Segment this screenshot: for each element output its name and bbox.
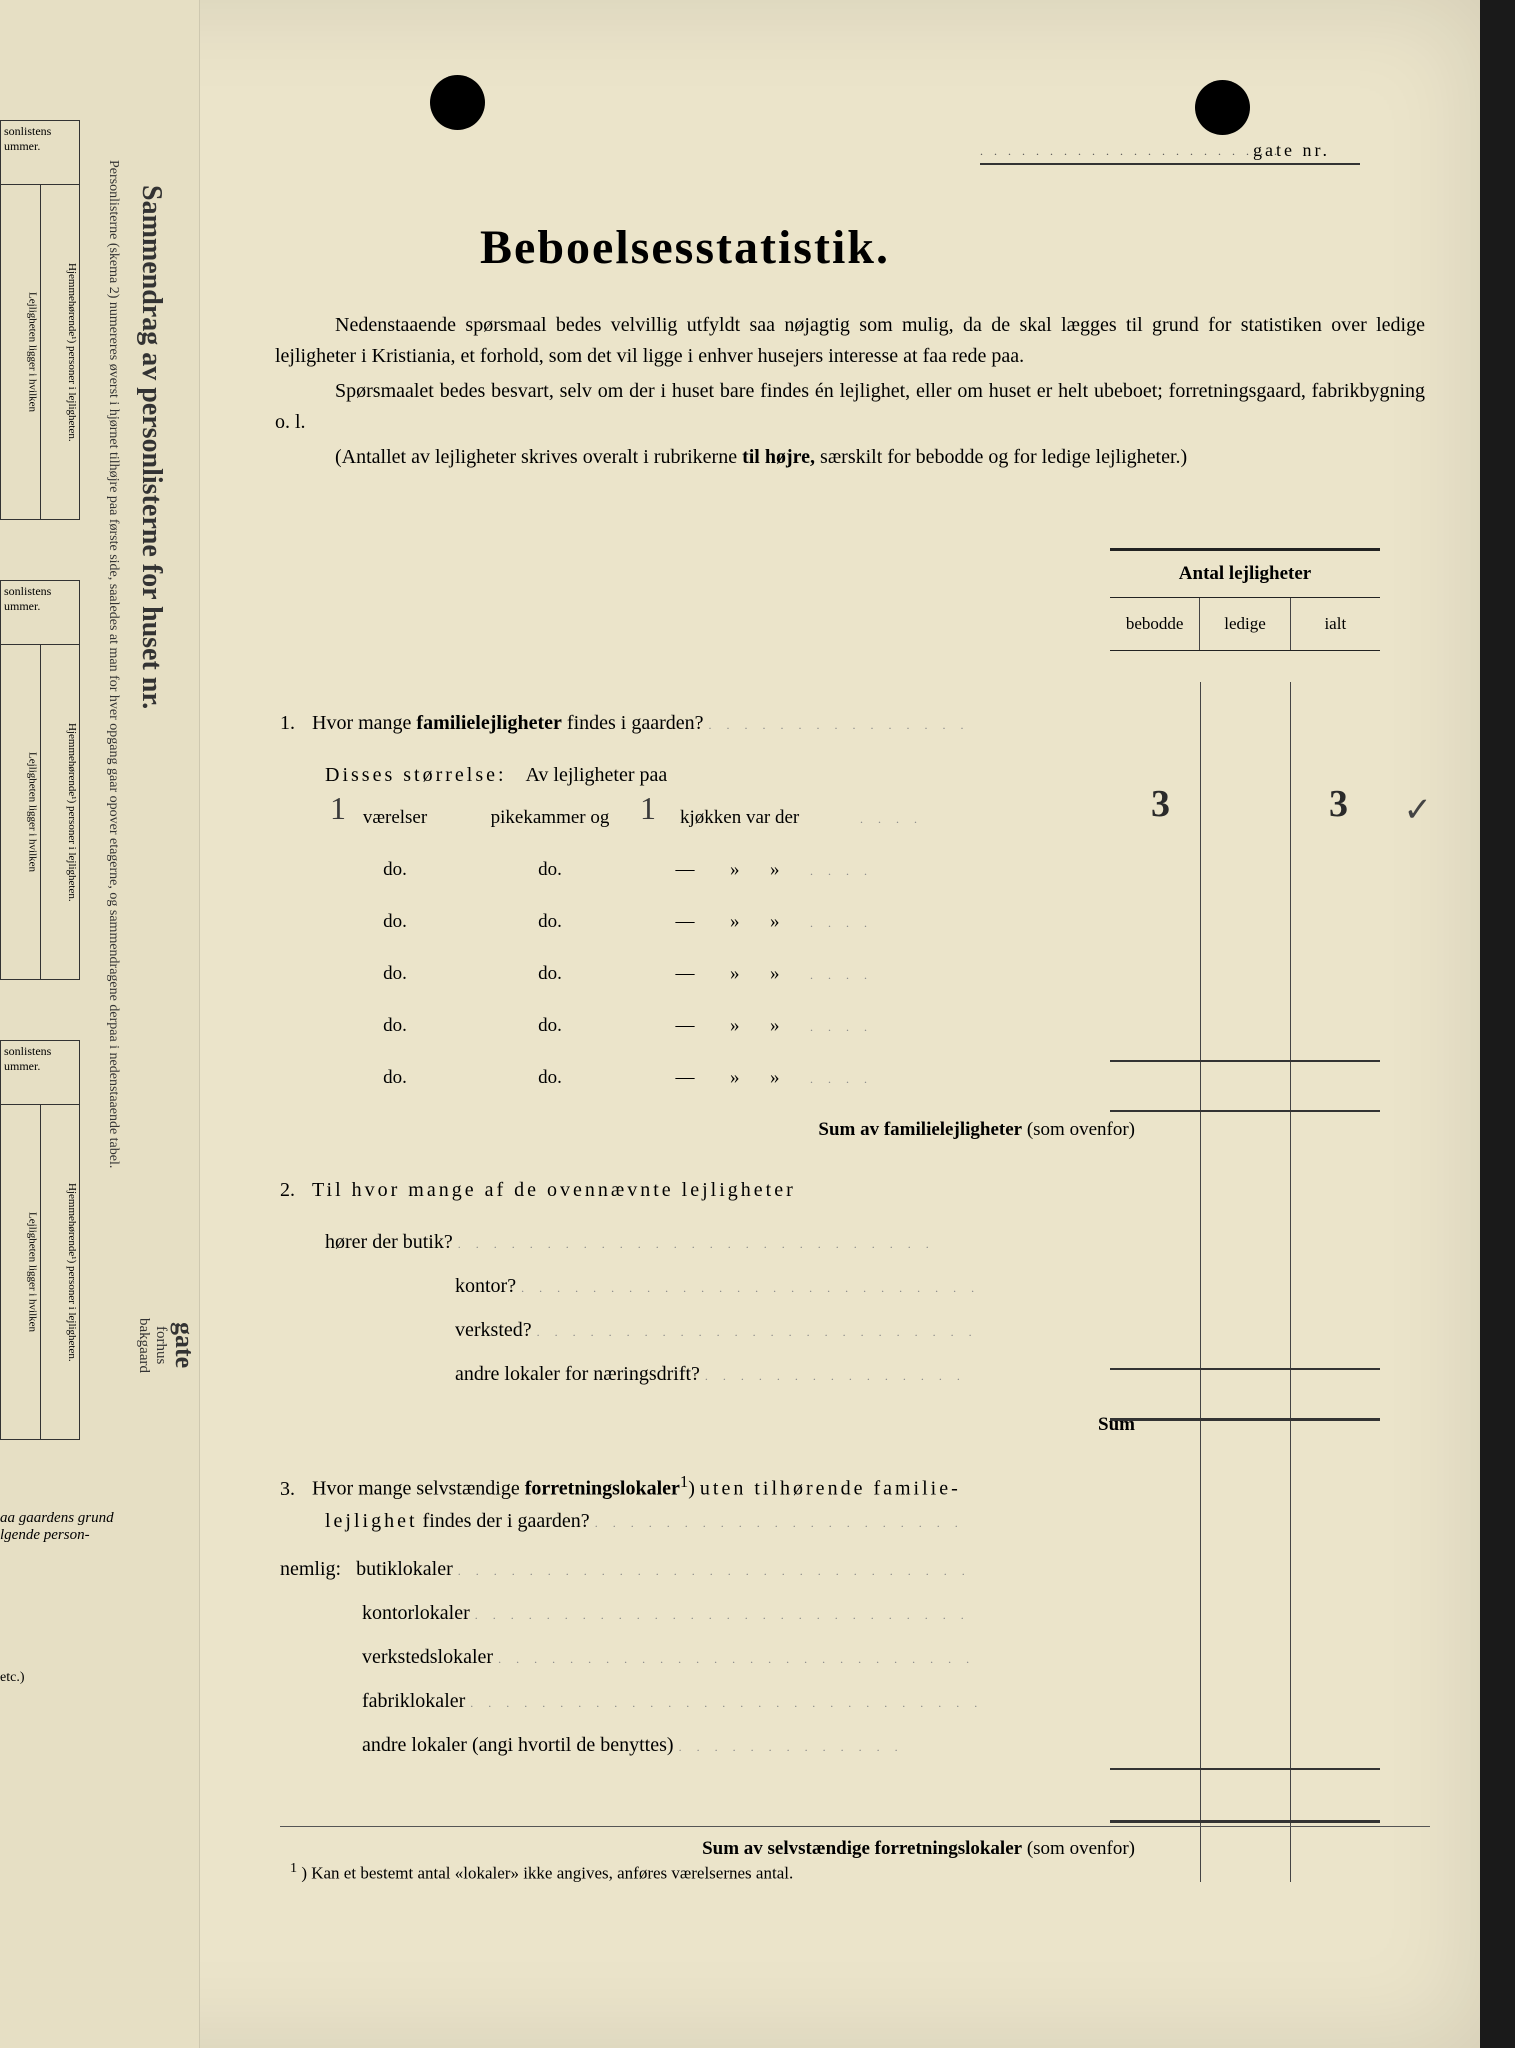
cell-label: Hjemmehørende¹) personer i lejligheten.: [40, 185, 80, 519]
col-ialt: ialt: [1290, 598, 1380, 650]
footnote: 1 ) Kan et bestemt antal «lokaler» ikke …: [290, 1860, 793, 1884]
size-row: do. do. — » » . . . .: [330, 960, 1430, 1002]
q-number: 3.: [280, 1474, 312, 1504]
table-head: ummer.: [4, 1059, 40, 1073]
punch-hole: [430, 75, 485, 130]
cell-label: Hjemmehørende¹) personer i lejligheten.: [40, 1105, 80, 1439]
q3-fabrik: fabriklokaler: [362, 1690, 465, 1712]
table-head: sonlistens: [4, 124, 51, 138]
kjokken: kjøkken var der: [640, 804, 860, 833]
margin-subtitle: Personlisterne (skema 2) numereres øvers…: [105, 160, 121, 1360]
q2-andre: andre lokaler for næringsdrift?: [455, 1363, 700, 1385]
q3-butik: butiklokaler: [356, 1558, 453, 1580]
handwritten-mark: 1: [640, 790, 656, 827]
gate-number-field: . . . . . . . . . . . . . . . . . . . . …: [980, 140, 1360, 165]
size-row: do. do. — » » . . . .: [330, 1064, 1430, 1106]
sum-row: Sum av selvstændige forretningslokaler (…: [280, 1826, 1430, 1864]
etc-label: etc.): [0, 1670, 24, 1686]
disses-label: Disses størrelse:: [325, 764, 507, 786]
cell-label: Lejligheten ligger i hvilken: [1, 1105, 40, 1439]
table-head: ummer.: [4, 599, 40, 613]
size-row: do. do. — » » . . . .: [330, 856, 1430, 898]
vaerelser: værelser: [330, 804, 460, 833]
intro-p3: (Antallet av lejligheter skrives overalt…: [275, 442, 1425, 473]
handwritten-mark: 1: [330, 790, 346, 827]
intro-text: Nedenstaaende spørsmaal bedes velvillig …: [275, 310, 1425, 477]
margin-table: sonlistens ummer. Lejligheten ligger i h…: [0, 1040, 80, 1440]
table-head: sonlistens: [4, 1044, 51, 1058]
intro-p1: Nedenstaaende spørsmaal bedes velvillig …: [275, 310, 1425, 372]
question-3: 3. Hvor mange selvstændige forretningslo…: [280, 1469, 1430, 1504]
count-table: Antal lejligheter bebodde ledige ialt: [1110, 548, 1380, 651]
margin-table: sonlistens ummer. Lejligheten ligger i h…: [0, 580, 80, 980]
question-1: 1. Hvor mange familielejligheter findes …: [280, 708, 1430, 752]
cell-label: Lejligheten ligger i hvilken: [1, 645, 40, 979]
table-columns: bebodde ledige ialt: [1110, 598, 1380, 651]
handwritten-value: 3: [1151, 782, 1170, 826]
sum-row: Sum av familielejligheter (som ovenfor): [280, 1116, 1430, 1145]
col-bebodde: bebodde: [1110, 598, 1199, 650]
size-row: do. do. — » » . . . .: [330, 1012, 1430, 1054]
q-number: 1.: [280, 708, 312, 738]
table-head: ummer.: [4, 139, 40, 153]
size-row: do. do. — » » . . . .: [330, 908, 1430, 950]
gate-word: gate: [169, 1322, 199, 1368]
table-header: Antal lejligheter: [1110, 548, 1380, 598]
punch-hole: [1195, 80, 1250, 135]
left-margin: Sammendrag av personlisterne for huset n…: [0, 0, 200, 2048]
q3-andre: andre lokaler (angi hvortil de benyttes): [362, 1734, 674, 1756]
q3-kontor: kontorlokaler: [362, 1602, 470, 1624]
questions-block: 1. Hvor mange familielejligheter findes …: [280, 708, 1430, 1863]
bakgaard-label: bakgaard: [135, 1318, 152, 1373]
sum-row: Sum: [280, 1411, 1430, 1440]
cell-label: Hjemmehørende¹) personer i lejligheten.: [40, 645, 80, 979]
text: aa gaardens grund: [0, 1510, 114, 1526]
q-number: 2.: [280, 1175, 312, 1205]
size-row: værelser pikekammer og kjøkken var der .…: [330, 804, 1430, 846]
forhus-label: forhus: [152, 1326, 169, 1364]
q2-kontor: kontor?: [455, 1275, 516, 1297]
av-label: Av lejligheter paa: [525, 764, 667, 786]
cell-label: Lejligheten ligger i hvilken: [1, 185, 40, 519]
pikekammer: pikekammer og: [460, 804, 640, 833]
intro-p2: Spørsmaalet bedes besvart, selv om der i…: [275, 376, 1425, 438]
question-2: 2. Til hvor mange af de ovennævnte lejli…: [280, 1175, 1430, 1219]
margin-gate: gate forhus bakgaard: [135, 1220, 199, 1470]
document-page: Sammendrag av personlisterne for huset n…: [0, 0, 1480, 2048]
handwritten-value: 3: [1329, 782, 1348, 826]
text: lgende person-: [0, 1527, 90, 1543]
margin-bottom-text: aa gaardens grund lgende person-: [0, 1510, 185, 1544]
q2-butik: hører der butik?: [325, 1231, 453, 1253]
q2-verksted: verksted?: [455, 1319, 532, 1341]
margin-table: sonlistens ummer. Lejligheten ligger i h…: [0, 120, 80, 520]
margin-title: Sammendrag av personlisterne for huset n…: [135, 185, 167, 935]
page-title: Beboelsesstatistik.: [480, 220, 890, 275]
col-ledige: ledige: [1199, 598, 1289, 650]
table-head: sonlistens: [4, 584, 51, 598]
checkmark: ✓: [1404, 790, 1433, 830]
nemlig: nemlig:: [280, 1558, 341, 1580]
q3-verksted: verkstedslokaler: [362, 1646, 493, 1668]
